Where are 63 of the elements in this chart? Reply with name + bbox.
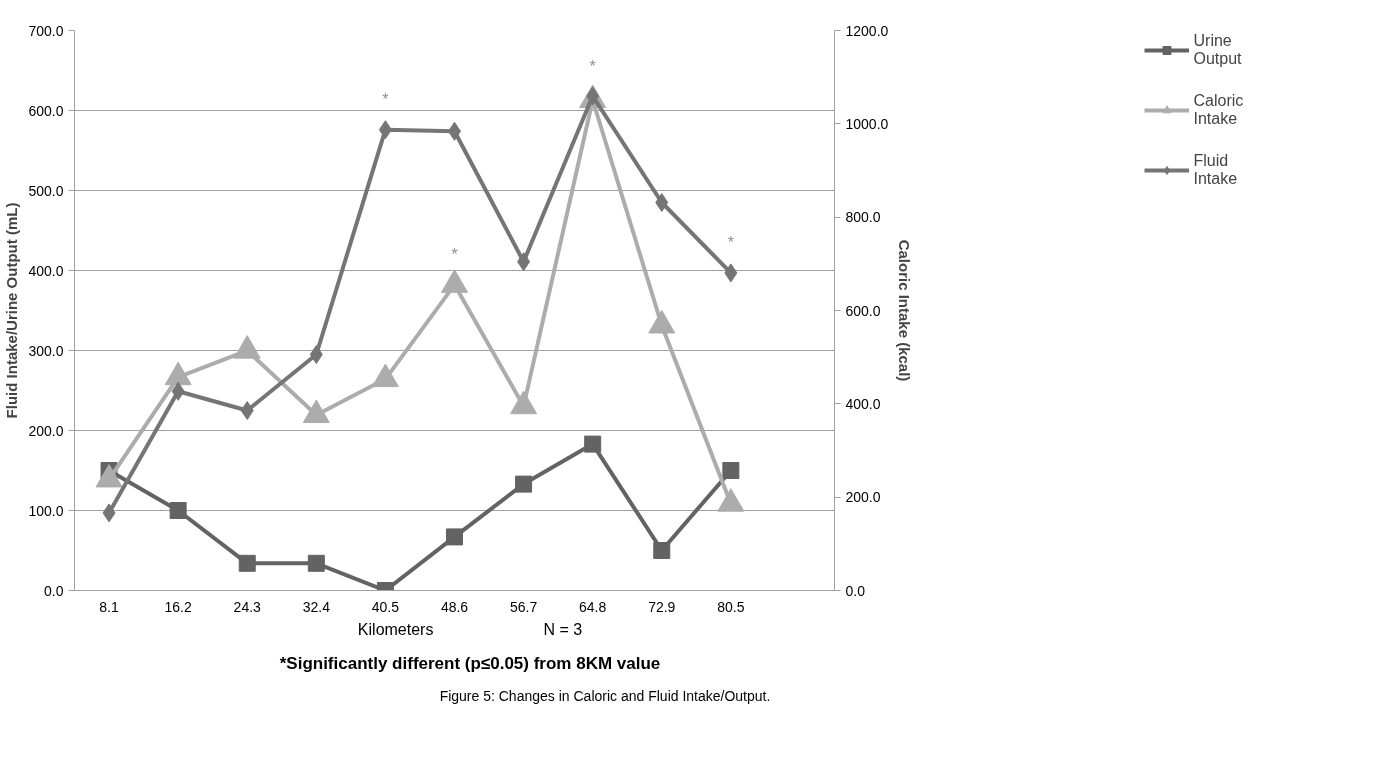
point [378,120,392,140]
x-tick-label: 80.5 [717,598,745,615]
y-tick-label: 400.0 [28,262,64,279]
legend-label: Caloric Intake [1193,91,1245,129]
point [102,503,116,523]
y2-tick-label: 1200.0 [845,22,889,39]
point [653,542,671,559]
y2-tick-label: 600.0 [845,302,881,319]
y2-tick-label: 0.0 [845,582,866,599]
y-tick-label: 100.0 [28,502,64,519]
y-tick-label: 600.0 [28,102,64,119]
point [724,263,738,283]
x-tick-label: 24.3 [233,598,262,615]
x-axis-title: Kilometers [357,621,434,638]
point [722,462,740,479]
point [441,269,468,293]
y2-tick-label: 400.0 [845,395,881,412]
x-tick-label: 64.8 [579,598,607,615]
point [515,475,533,493]
point [584,435,602,453]
point [309,345,323,364]
annotation: * [451,246,458,264]
point [648,309,676,334]
point [233,335,261,359]
y2-tick-label: 1000.0 [845,115,889,132]
point [446,528,463,546]
annotation: * [589,57,596,75]
y-tick-label: 700.0 [28,22,64,39]
x-tick-label: 48.6 [440,598,469,615]
annotation: * [382,91,389,109]
point [238,554,256,572]
y2-axis-title: Caloric Intake (kcal) [896,239,914,382]
y-tick-label: 500.0 [28,182,64,199]
point [517,252,531,272]
legend-label: Fluid Intake [1193,151,1239,189]
x-tick-label: 40.5 [371,598,400,615]
point [164,361,192,386]
point [371,363,399,388]
text: *Significantly different (p≤0.05) from 8KM value [279,652,661,675]
y-axis-title: Fluid Intake/Urine Output (mL) [3,202,21,419]
point [95,463,123,488]
y2-tick-label: 800.0 [845,209,881,226]
point [169,502,187,519]
y-tick-label: 0.0 [44,582,64,599]
point [717,488,745,512]
point [307,554,325,572]
x-tick-label: 72.9 [648,598,676,615]
y2-tick-label: 200.0 [845,489,881,506]
y-tick-label: 200.0 [28,422,64,439]
annotation: * [727,234,734,252]
point [302,399,330,424]
x-tick-label: 16.2 [164,598,192,615]
caption: Figure 5: Changes in Caloric and Fluid Intake/Output. [439,687,771,707]
legend-label: Urine Output [1193,31,1243,69]
text: N = 3 [543,621,583,638]
x-tick-label: 56.7 [509,598,538,615]
y-tick-label: 300.0 [28,342,64,359]
point [171,381,185,401]
point [510,390,538,415]
point [655,193,669,212]
x-tick-label: 8.1 [99,598,119,615]
x-tick-label: 32.4 [302,598,331,615]
point [240,401,254,420]
